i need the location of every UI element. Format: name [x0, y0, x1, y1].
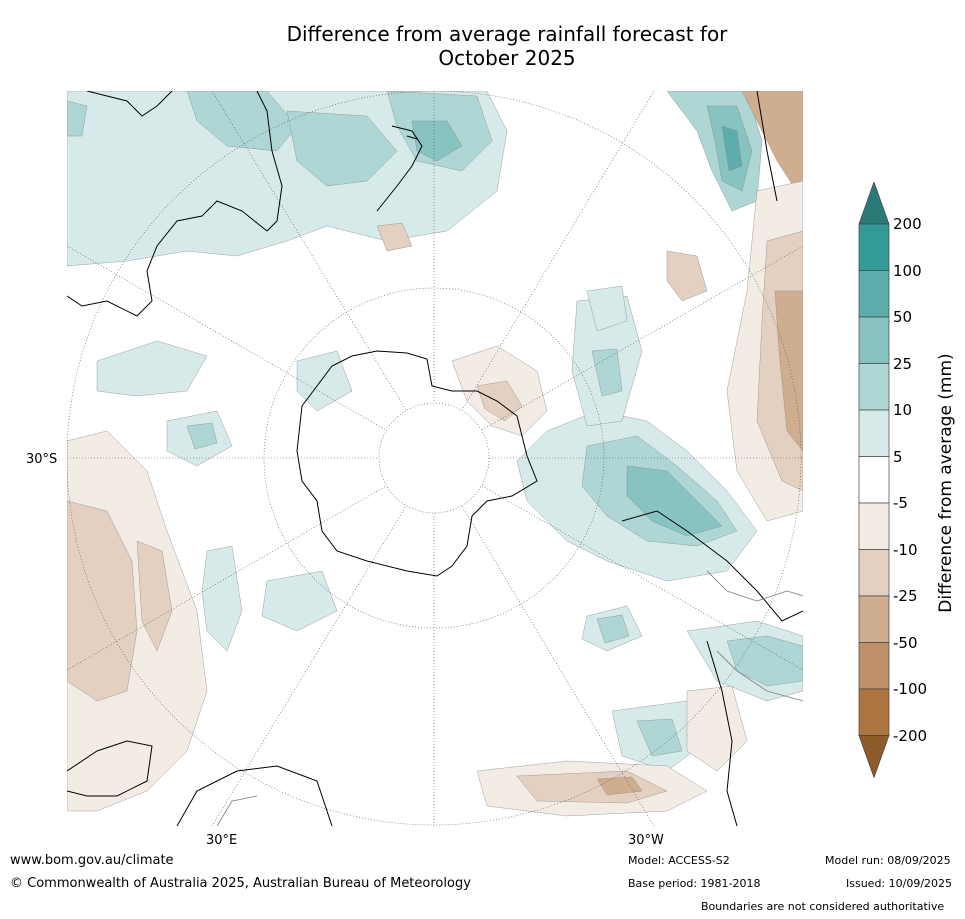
australia-outline: [67, 91, 283, 317]
graticule: [67, 91, 803, 826]
colorbar-extend-top: [858, 182, 890, 225]
lon-label-30w: 30°W: [628, 833, 664, 848]
colorbar-tick-label: -50: [893, 633, 918, 652]
antarctica-outline: [296, 350, 538, 577]
colorbar-swatch: [858, 688, 890, 736]
colorbar-swatch: [858, 223, 890, 271]
colorbar-tick-label: 200: [893, 215, 922, 233]
colorbar-tick-label: 50: [893, 308, 913, 326]
title-line-2: October 2025: [438, 46, 576, 70]
copyright-notice: © Commonwealth of Australia 2025, Austra…: [10, 876, 471, 891]
colorbar: [858, 182, 890, 779]
colorbar-tick-label: -25: [893, 587, 918, 605]
title-line-1: Difference from average rainfall forecas…: [286, 22, 728, 46]
colorbar-extend-bottom: [858, 735, 890, 779]
colorbar-tick-label: 5: [893, 447, 903, 466]
colorbar-tick-label: 25: [893, 354, 913, 373]
map-title: Difference from average rainfall forecas…: [0, 22, 965, 70]
colorbar-swatch: [858, 316, 890, 364]
colorbar-swatch: [858, 363, 890, 411]
colorbar-tick-label: 100: [893, 261, 922, 280]
africa-outline: [67, 740, 333, 826]
lon-label-30e: 30°E: [206, 833, 238, 848]
colorbar-tick-label: -200: [893, 726, 928, 745]
polar-map: [67, 91, 803, 826]
model-label: Model: ACCESS-S2: [628, 854, 730, 867]
boundary-disclaimer: Boundaries are not considered authoritat…: [701, 900, 945, 913]
new-zealand-outline: [376, 125, 423, 212]
colorbar-tick-label: -5: [893, 494, 908, 512]
coastlines: [67, 91, 803, 826]
country-borders: [216, 570, 803, 826]
colorbar-swatch: [858, 549, 890, 597]
colorbar-title: Difference from average (mm): [936, 353, 956, 613]
colorbar-swatch: [858, 456, 890, 504]
rainfall-anomaly-shading: [67, 91, 803, 817]
colorbar-tick-label: -100: [893, 680, 928, 698]
colorbar-swatch: [858, 595, 890, 643]
website-link[interactable]: www.bom.gov.au/climate: [10, 853, 174, 868]
lat-label-30s: 30°S: [26, 452, 58, 467]
south-america-outline: [621, 91, 803, 826]
colorbar-swatch: [858, 270, 890, 318]
model-run-label: Model run: 08/09/2025: [825, 854, 951, 867]
colorbar-swatch: [858, 502, 890, 550]
colorbar-swatch: [858, 409, 890, 457]
issued-label: Issued: 10/09/2025: [846, 877, 953, 890]
colorbar-swatch: [858, 642, 890, 690]
colorbar-tick-label: -10: [893, 540, 918, 559]
base-period-label: Base period: 1981-2018: [628, 877, 761, 890]
colorbar-tick-label: 10: [893, 401, 913, 419]
